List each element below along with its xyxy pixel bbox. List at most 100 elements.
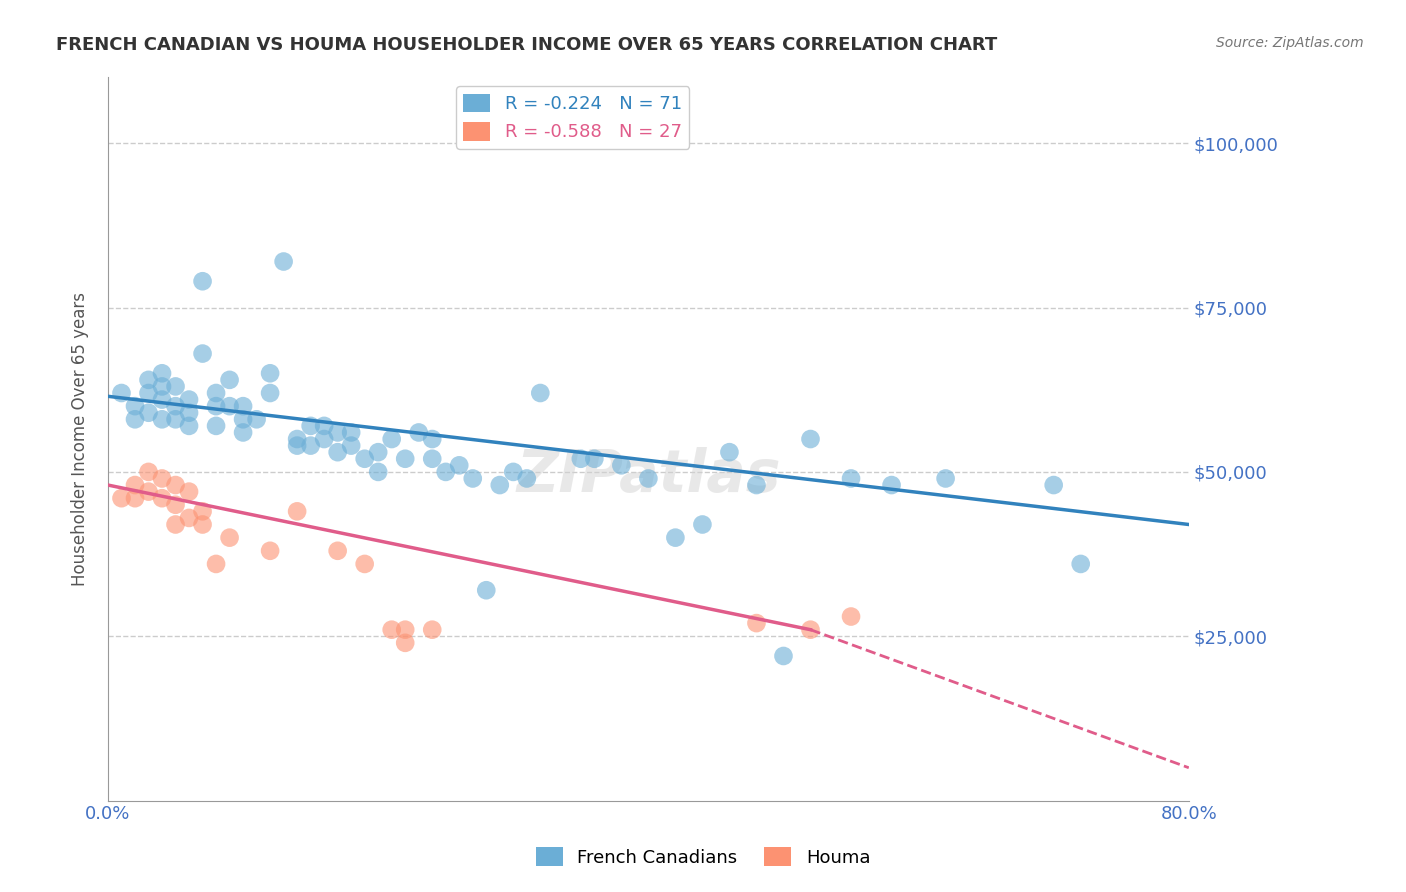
Point	[191, 504, 214, 518]
Text: FRENCH CANADIAN VS HOUMA HOUSEHOLDER INCOME OVER 65 YEARS CORRELATION CHART: FRENCH CANADIAN VS HOUMA HOUSEHOLDER INC…	[56, 36, 997, 54]
Point	[177, 418, 200, 433]
Point	[138, 484, 160, 499]
Point	[434, 465, 457, 479]
Point	[150, 412, 173, 426]
Point	[583, 451, 606, 466]
Legend: R = -0.224   N = 71, R = -0.588   N = 27: R = -0.224 N = 71, R = -0.588 N = 27	[456, 87, 689, 149]
Point	[420, 432, 443, 446]
Point	[353, 451, 375, 466]
Point	[124, 412, 146, 426]
Point	[165, 498, 187, 512]
Point	[246, 412, 269, 426]
Point	[150, 471, 173, 485]
Point	[205, 386, 228, 401]
Point	[745, 478, 768, 492]
Point	[1042, 478, 1064, 492]
Point	[138, 373, 160, 387]
Point	[381, 432, 404, 446]
Point	[124, 478, 146, 492]
Point	[110, 386, 132, 401]
Point	[569, 451, 592, 466]
Point	[205, 418, 228, 433]
Point	[150, 392, 173, 407]
Point	[353, 557, 375, 571]
Point	[165, 379, 187, 393]
Point	[191, 517, 214, 532]
Point	[326, 543, 349, 558]
Point	[124, 399, 146, 413]
Point	[218, 373, 240, 387]
Point	[799, 432, 821, 446]
Point	[799, 623, 821, 637]
Point	[935, 471, 957, 485]
Point	[205, 557, 228, 571]
Point	[232, 425, 254, 440]
Point	[475, 583, 498, 598]
Point	[692, 517, 714, 532]
Point	[191, 274, 214, 288]
Point	[232, 412, 254, 426]
Point	[839, 471, 862, 485]
Point	[259, 366, 281, 380]
Point	[745, 616, 768, 631]
Point	[177, 392, 200, 407]
Point	[340, 439, 363, 453]
Point	[165, 478, 187, 492]
Point	[664, 531, 686, 545]
Point	[299, 439, 322, 453]
Point	[285, 432, 308, 446]
Point	[285, 504, 308, 518]
Point	[165, 517, 187, 532]
Point	[232, 399, 254, 413]
Point	[259, 543, 281, 558]
Point	[420, 623, 443, 637]
Point	[610, 458, 633, 473]
Point	[110, 491, 132, 506]
Point	[138, 465, 160, 479]
Point	[408, 425, 430, 440]
Point	[367, 465, 389, 479]
Point	[1070, 557, 1092, 571]
Point	[326, 445, 349, 459]
Point	[718, 445, 741, 459]
Point	[529, 386, 551, 401]
Point	[394, 451, 416, 466]
Point	[218, 531, 240, 545]
Point	[449, 458, 471, 473]
Point	[839, 609, 862, 624]
Text: ZIPatlas: ZIPatlas	[516, 447, 780, 504]
Point	[772, 648, 794, 663]
Point	[191, 346, 214, 360]
Point	[165, 412, 187, 426]
Point	[150, 491, 173, 506]
Point	[314, 432, 336, 446]
Point	[381, 623, 404, 637]
Point	[124, 491, 146, 506]
Point	[259, 386, 281, 401]
Point	[218, 399, 240, 413]
Point	[394, 636, 416, 650]
Point	[516, 471, 538, 485]
Point	[880, 478, 903, 492]
Point	[150, 366, 173, 380]
Point	[138, 406, 160, 420]
Point	[488, 478, 510, 492]
Point	[205, 399, 228, 413]
Point	[177, 511, 200, 525]
Point	[314, 418, 336, 433]
Point	[326, 425, 349, 440]
Point	[299, 418, 322, 433]
Text: Source: ZipAtlas.com: Source: ZipAtlas.com	[1216, 36, 1364, 50]
Point	[165, 399, 187, 413]
Point	[138, 386, 160, 401]
Point	[367, 445, 389, 459]
Point	[150, 379, 173, 393]
Y-axis label: Householder Income Over 65 years: Householder Income Over 65 years	[72, 292, 89, 586]
Point	[461, 471, 484, 485]
Point	[394, 623, 416, 637]
Point	[340, 425, 363, 440]
Point	[177, 406, 200, 420]
Point	[177, 484, 200, 499]
Point	[285, 439, 308, 453]
Point	[420, 451, 443, 466]
